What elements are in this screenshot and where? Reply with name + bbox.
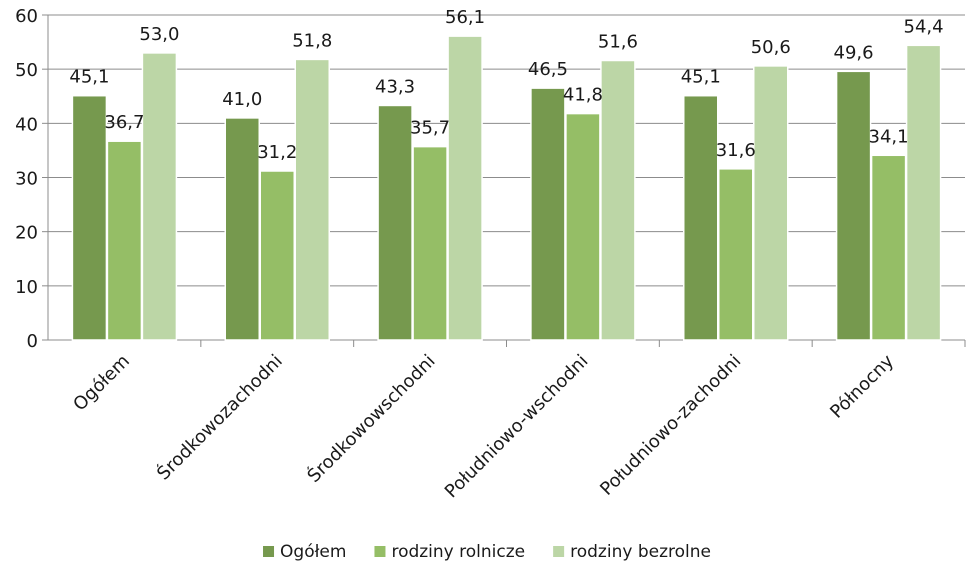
y-tick-labels: 0 10 20 30 40 50 60 — [15, 6, 38, 352]
bar — [683, 94, 719, 341]
x-tick-label: Południowo-wschodni — [441, 351, 593, 503]
x-tick-label: Środkowozachodni — [152, 350, 286, 484]
data-label: 53,0 — [139, 24, 179, 45]
bar — [565, 112, 601, 341]
bar — [530, 87, 566, 341]
data-label: 49,6 — [834, 42, 874, 63]
bar — [224, 117, 260, 341]
bar — [71, 94, 108, 341]
bar — [447, 35, 483, 341]
data-label: 35,7 — [410, 118, 450, 139]
bar — [870, 154, 907, 341]
legend-label: rodziny bezrolne — [570, 542, 711, 562]
data-label: 41,0 — [222, 89, 262, 110]
y-tick-label: 30 — [15, 169, 38, 190]
x-tick-label: Ogółem — [69, 351, 134, 416]
axes — [42, 14, 966, 347]
data-label: 50,6 — [751, 37, 791, 58]
legend-swatch — [263, 546, 275, 557]
bar — [905, 44, 942, 341]
y-tick-label: 50 — [15, 60, 38, 81]
data-label: 31,6 — [716, 140, 756, 161]
bar — [294, 58, 330, 341]
data-label: 54,4 — [904, 16, 944, 37]
y-tick-label: 40 — [15, 114, 38, 135]
legend-swatch — [374, 546, 386, 557]
bar — [753, 65, 789, 341]
legend: Ogółem rodziny rolnicze rodziny bezrolne — [263, 542, 711, 562]
data-labels: 45,1 36,7 53,0 41,0 31,2 51,8 43,3 35,7 56,1 46,5… — [69, 7, 943, 163]
data-label: 46,5 — [528, 59, 568, 80]
bar — [106, 140, 143, 341]
y-tick-label: 20 — [15, 223, 38, 244]
bar — [600, 59, 636, 341]
x-tick-label: Północny — [826, 350, 898, 422]
gridlines — [48, 14, 965, 287]
bar — [718, 168, 754, 341]
bar — [835, 70, 872, 341]
data-label: 43,3 — [375, 76, 415, 97]
bar — [259, 170, 295, 341]
bars — [71, 35, 942, 341]
data-label: 45,1 — [681, 67, 721, 88]
data-label: 41,8 — [563, 85, 603, 106]
legend-label: Ogółem — [280, 542, 346, 562]
bar — [141, 52, 178, 341]
legend-swatch — [553, 546, 565, 557]
legend-label: rodziny rolnicze — [391, 542, 525, 562]
x-tick-label: Południowo-zachodni — [596, 351, 745, 500]
data-label: 51,6 — [598, 32, 638, 53]
data-label: 51,8 — [292, 30, 332, 51]
data-label: 36,7 — [104, 112, 144, 133]
data-label: 45,1 — [69, 67, 109, 88]
data-label: 31,2 — [257, 142, 297, 163]
y-tick-label: 60 — [15, 6, 38, 27]
x-tick-labels: Ogółem Środkowozachodni Środkowowschodni Po… — [69, 350, 898, 502]
y-tick-label: 10 — [15, 277, 38, 298]
bar — [412, 145, 448, 341]
x-tick-label: Środkowowschodni — [303, 350, 440, 487]
data-label: 56,1 — [445, 7, 485, 28]
bar — [377, 104, 413, 341]
y-tick-label: 0 — [27, 331, 38, 352]
data-label: 34,1 — [869, 126, 909, 147]
